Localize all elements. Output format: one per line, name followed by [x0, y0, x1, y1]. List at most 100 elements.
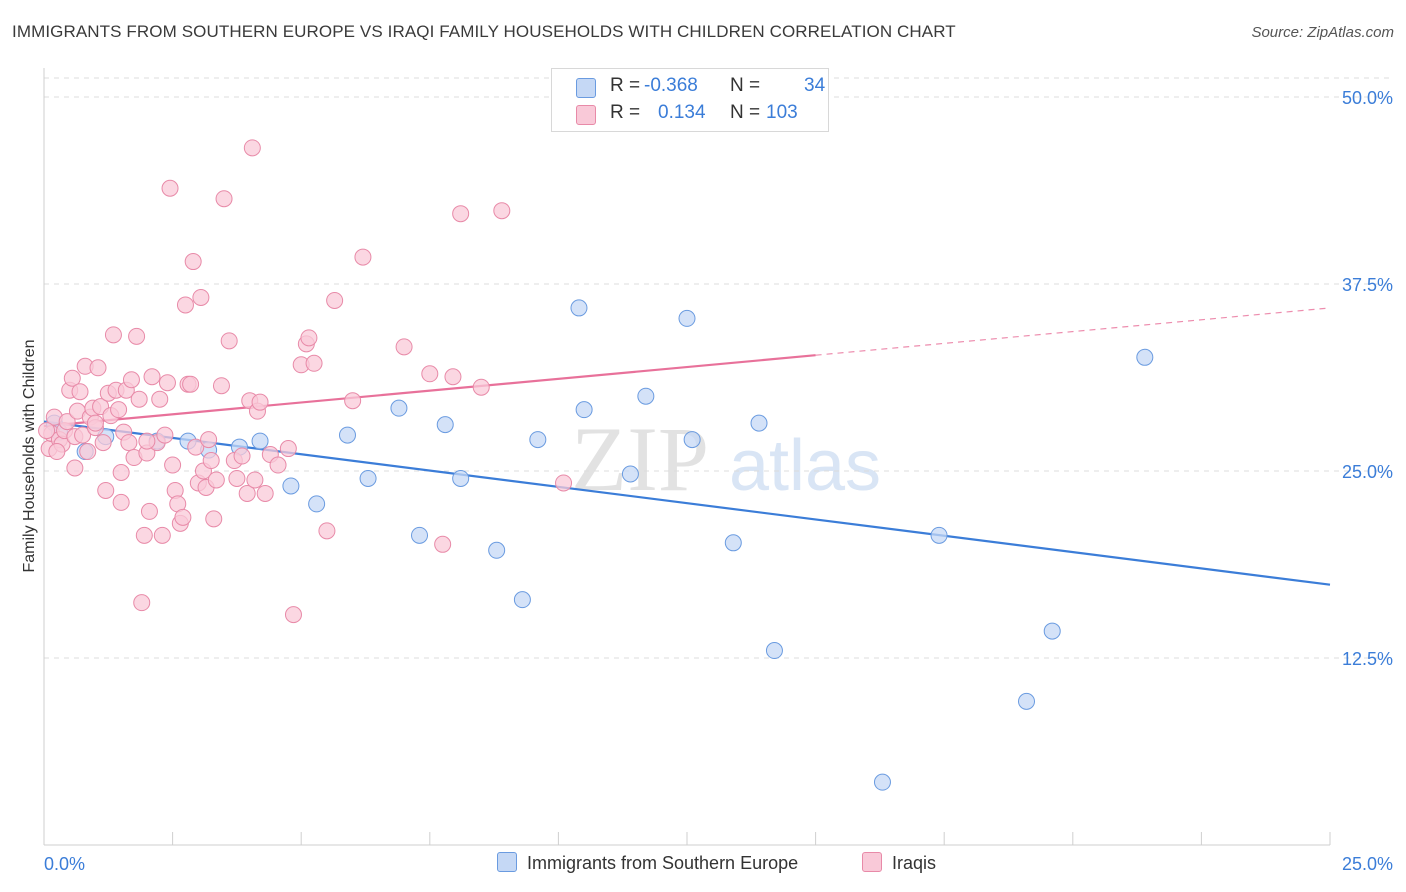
point-iraqis	[318, 522, 336, 540]
point-iraqis	[174, 508, 192, 526]
bottom-legend-label: Iraqis	[892, 853, 937, 873]
point-iraqis	[128, 327, 146, 345]
point-iraqis	[135, 526, 153, 544]
point-iraqis	[251, 393, 269, 411]
point-iraqis	[326, 291, 344, 309]
point-iraqis	[184, 253, 202, 271]
y-tick-label: 25.0%	[1342, 462, 1393, 482]
point-iraqis	[233, 447, 251, 465]
point-southern-europe	[1043, 622, 1061, 640]
point-iraqis	[300, 329, 318, 347]
point-southern-europe	[930, 526, 948, 544]
point-iraqis	[243, 139, 261, 157]
point-iraqis	[279, 440, 297, 458]
point-iraqis	[192, 288, 210, 306]
x-tick-label: 0.0%	[44, 854, 85, 874]
point-iraqis	[66, 459, 84, 477]
point-southern-europe	[251, 432, 269, 450]
point-southern-europe	[359, 469, 377, 487]
legend-swatch-pink	[576, 105, 596, 125]
point-iraqis	[71, 383, 89, 401]
source-label: Source: ZipAtlas.com	[1251, 24, 1394, 41]
point-southern-europe	[1136, 348, 1154, 366]
point-iraqis	[182, 375, 200, 393]
trend-line-dashed	[815, 307, 1331, 356]
point-southern-europe	[683, 431, 701, 449]
point-southern-europe	[678, 309, 696, 327]
point-iraqis	[74, 426, 92, 444]
point-southern-europe	[308, 495, 326, 513]
legend-r-value: -0.368	[644, 75, 698, 96]
point-iraqis	[130, 390, 148, 408]
bottom-legend-southern-europe: Immigrants from Southern Europe	[497, 852, 798, 874]
point-southern-europe	[529, 431, 547, 449]
point-southern-europe	[452, 469, 470, 487]
point-iraqis	[104, 326, 122, 344]
point-iraqis	[434, 535, 452, 553]
point-southern-europe	[621, 465, 639, 483]
point-iraqis	[133, 594, 151, 612]
point-southern-europe	[436, 416, 454, 434]
point-iraqis	[58, 413, 76, 431]
x-tick-label: 25.0%	[1342, 854, 1393, 874]
point-southern-europe	[750, 414, 768, 432]
point-iraqis	[151, 390, 169, 408]
point-iraqis	[48, 443, 66, 461]
point-iraqis	[493, 202, 511, 220]
point-iraqis	[212, 377, 230, 395]
legend-r-value: 0.134	[658, 102, 706, 123]
point-iraqis	[452, 205, 470, 223]
legend-n-label: N =	[730, 75, 761, 96]
point-southern-europe	[570, 299, 588, 317]
point-southern-europe	[338, 426, 356, 444]
axes	[43, 68, 1331, 846]
y-tick-label: 50.0%	[1342, 88, 1393, 108]
point-iraqis	[156, 426, 174, 444]
tick-labels: 12.5% 25.0% 37.5% 50.0% 0.0% 25.0%	[44, 88, 1393, 874]
point-iraqis	[158, 374, 176, 392]
point-iraqis	[395, 338, 413, 356]
legend-swatch-blue	[576, 78, 596, 98]
point-iraqis	[187, 438, 205, 456]
point-iraqis	[354, 248, 372, 266]
legend-r-label: R =	[610, 75, 641, 96]
chart-title: IMMIGRANTS FROM SOUTHERN EUROPE VS IRAQI…	[12, 22, 956, 41]
point-southern-europe	[873, 773, 891, 791]
point-iraqis	[176, 296, 194, 314]
point-iraqis	[555, 474, 573, 492]
y-tick-label: 12.5%	[1342, 649, 1393, 669]
legend-r-label: R =	[610, 102, 641, 123]
point-iraqis	[284, 606, 302, 624]
point-iraqis	[444, 368, 462, 386]
point-iraqis	[421, 365, 439, 383]
point-iraqis	[110, 401, 128, 419]
bottom-legend-swatch-blue	[497, 852, 517, 872]
bottom-legend-swatch-pink	[862, 852, 882, 872]
point-iraqis	[207, 471, 225, 489]
point-iraqis	[112, 493, 130, 511]
point-iraqis	[269, 456, 287, 474]
correlation-legend: R = -0.368 N = 34 R = 0.134 N = 103	[551, 68, 829, 132]
point-southern-europe	[411, 526, 429, 544]
point-iraqis	[89, 359, 107, 377]
point-iraqis	[79, 443, 97, 461]
point-southern-europe	[282, 477, 300, 495]
point-iraqis	[86, 414, 104, 432]
point-iraqis	[344, 392, 362, 410]
point-iraqis	[238, 484, 256, 502]
y-tick-label: 37.5%	[1342, 275, 1393, 295]
point-iraqis	[138, 432, 156, 450]
point-iraqis	[143, 368, 161, 386]
legend-n-value: 103	[766, 102, 798, 123]
legend-n-value: 34	[804, 75, 826, 96]
point-iraqis	[94, 434, 112, 452]
point-iraqis	[228, 469, 246, 487]
point-southern-europe	[637, 387, 655, 405]
point-iraqis	[112, 463, 130, 481]
point-iraqis	[63, 369, 81, 387]
point-iraqis	[215, 190, 233, 208]
point-southern-europe	[575, 401, 593, 419]
point-southern-europe	[390, 399, 408, 417]
bottom-legend-label: Immigrants from Southern Europe	[527, 853, 799, 873]
